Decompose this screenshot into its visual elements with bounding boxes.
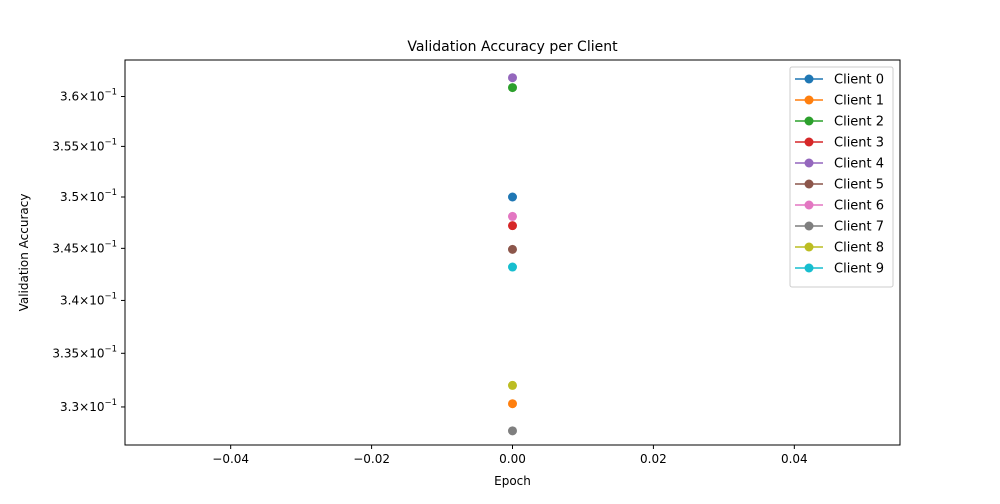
series-client-3 bbox=[508, 221, 517, 231]
y-tick-exponent: −1 bbox=[104, 291, 117, 301]
x-tick-label: 0.02 bbox=[640, 452, 667, 466]
legend-label: Client 6 bbox=[834, 199, 884, 214]
legend-marker-swatch bbox=[804, 137, 814, 147]
y-tick-mantissa: 3.6 bbox=[60, 89, 79, 103]
data-point bbox=[508, 262, 517, 272]
series-layer bbox=[508, 73, 517, 436]
y-tick-times-ten: ×10 bbox=[79, 400, 104, 414]
y-tick-label: 3.3×10−1 bbox=[60, 398, 117, 414]
legend-label: Client 7 bbox=[834, 220, 884, 235]
legend-item: Client 2 bbox=[795, 115, 884, 130]
y-tick-exponent: −1 bbox=[104, 344, 117, 354]
series-client-7 bbox=[508, 426, 517, 436]
legend-item: Client 3 bbox=[795, 136, 884, 151]
legend-label: Client 9 bbox=[834, 262, 884, 277]
y-tick-mantissa: 3.35 bbox=[52, 346, 79, 360]
legend-item: Client 8 bbox=[795, 241, 884, 256]
series-client-4 bbox=[508, 73, 517, 83]
y-tick-times-ten: ×10 bbox=[79, 190, 104, 204]
legend-label: Client 0 bbox=[834, 73, 884, 88]
y-tick-exponent: −1 bbox=[104, 398, 117, 408]
y-tick-times-ten: ×10 bbox=[79, 89, 104, 103]
legend-label: Client 1 bbox=[834, 94, 884, 109]
legend-item: Client 1 bbox=[795, 94, 884, 109]
data-point bbox=[508, 399, 517, 409]
series-client-0 bbox=[508, 192, 517, 202]
series-client-8 bbox=[508, 380, 517, 390]
legend-marker-swatch bbox=[804, 95, 814, 105]
series-client-5 bbox=[508, 244, 517, 254]
data-point bbox=[508, 73, 517, 83]
series-client-2 bbox=[508, 83, 517, 93]
y-tick-mantissa: 3.4 bbox=[60, 293, 79, 307]
legend-label: Client 5 bbox=[834, 178, 884, 193]
data-point bbox=[508, 192, 517, 202]
legend-label: Client 8 bbox=[834, 241, 884, 256]
series-client-9 bbox=[508, 262, 517, 272]
y-tick-label: 3.55×10−1 bbox=[52, 137, 117, 153]
y-tick-label: 3.5×10−1 bbox=[60, 188, 117, 204]
y-tick-mantissa: 3.45 bbox=[52, 241, 79, 255]
x-tick-label: −0.04 bbox=[212, 452, 249, 466]
y-tick-times-ten: ×10 bbox=[79, 293, 104, 307]
y-tick-label: 3.4×10−1 bbox=[60, 291, 117, 307]
legend-marker-swatch bbox=[804, 221, 814, 231]
y-tick-label: 3.45×10−1 bbox=[52, 239, 117, 255]
legend-label: Client 3 bbox=[834, 136, 884, 151]
x-tick-label: −0.02 bbox=[353, 452, 390, 466]
y-tick-mantissa: 3.55 bbox=[52, 139, 79, 153]
legend-marker-swatch bbox=[804, 263, 814, 273]
series-client-6 bbox=[508, 211, 517, 221]
legend-item: Client 9 bbox=[795, 262, 884, 277]
legend-marker-swatch bbox=[804, 74, 814, 84]
legend-marker-swatch bbox=[804, 200, 814, 210]
legend-label: Client 2 bbox=[834, 115, 884, 130]
y-tick-mantissa: 3.3 bbox=[60, 400, 79, 414]
legend-item: Client 6 bbox=[795, 199, 884, 214]
legend-marker-swatch bbox=[804, 179, 814, 189]
y-tick-exponent: −1 bbox=[104, 188, 117, 198]
data-point bbox=[508, 244, 517, 254]
x-axis: −0.04 −0.02 0.00 0.02 0.04 bbox=[212, 445, 808, 466]
x-tick-label: 0.00 bbox=[499, 452, 526, 466]
y-tick-label: 3.35×10−1 bbox=[52, 344, 117, 360]
legend: Client 0 Client 1 Client 2 Client 3 Client 4… bbox=[789, 66, 894, 288]
series-client-1 bbox=[508, 399, 517, 409]
y-tick-times-ten: ×10 bbox=[79, 139, 104, 153]
legend-item: Client 4 bbox=[795, 157, 884, 172]
y-axis-label: Validation Accuracy bbox=[17, 194, 31, 312]
data-point bbox=[508, 211, 517, 221]
data-point bbox=[508, 83, 517, 93]
y-tick-mantissa: 3.5 bbox=[60, 190, 79, 204]
legend-item: Client 5 bbox=[795, 178, 884, 193]
legend-marker-swatch bbox=[804, 116, 814, 126]
chart-title: Validation Accuracy per Client bbox=[407, 39, 618, 55]
y-axis: 3.3×10−13.35×10−13.4×10−13.45×10−13.5×10… bbox=[52, 87, 125, 414]
y-tick-exponent: −1 bbox=[104, 137, 117, 147]
y-tick-exponent: −1 bbox=[104, 239, 117, 249]
y-tick-label: 3.6×10−1 bbox=[60, 87, 117, 103]
data-point bbox=[508, 426, 517, 436]
legend-marker-swatch bbox=[804, 242, 814, 252]
legend-box bbox=[789, 66, 894, 288]
x-axis-label: Epoch bbox=[494, 474, 531, 488]
y-tick-times-ten: ×10 bbox=[79, 346, 104, 360]
legend-item: Client 7 bbox=[795, 220, 884, 235]
legend-marker-swatch bbox=[804, 158, 814, 168]
x-tick-label: 0.04 bbox=[781, 452, 808, 466]
data-point bbox=[508, 221, 517, 231]
legend-label: Client 4 bbox=[834, 157, 884, 172]
y-tick-exponent: −1 bbox=[104, 87, 117, 97]
y-tick-times-ten: ×10 bbox=[79, 241, 104, 255]
legend-item: Client 0 bbox=[795, 73, 884, 88]
data-point bbox=[508, 380, 517, 390]
